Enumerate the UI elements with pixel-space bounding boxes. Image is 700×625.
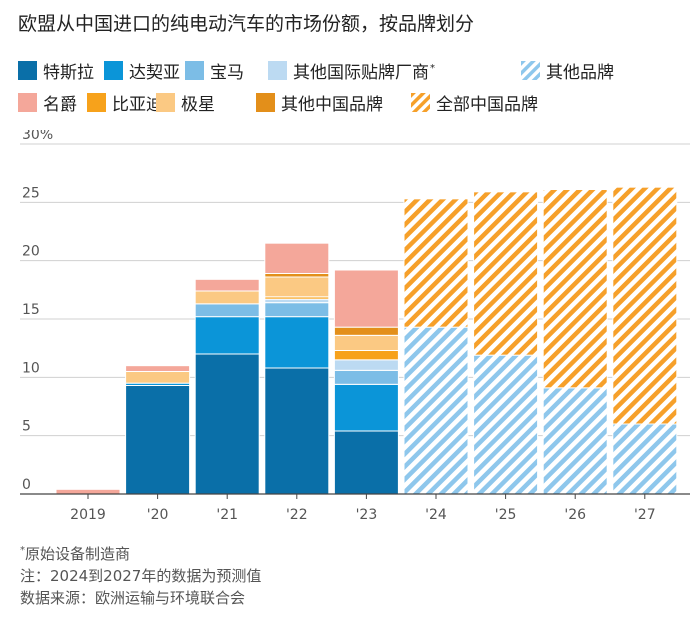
bar-segment-tesla <box>125 385 191 495</box>
legend-swatch-other-intl <box>268 61 287 80</box>
x-tick-label: '23 <box>356 507 378 523</box>
legend-label-saic: 达契亚 <box>129 63 180 83</box>
y-tick-label: 0 <box>22 477 31 493</box>
legend-swatch-polestar <box>156 93 175 112</box>
x-tick-label: '21 <box>216 507 238 523</box>
legend-swatch-other-brands <box>521 61 540 80</box>
bar-segment-other_intl <box>333 359 399 371</box>
bar-segment-tesla <box>194 353 260 495</box>
chart-notes: *原始设备制造商 注：2024到2027年的数据为预测值 数据来源：欧洲运输与环… <box>20 540 261 609</box>
y-tick-label: 25 <box>22 185 40 201</box>
bar-segment-all_cn <box>612 186 678 425</box>
x-tick-label: 2019 <box>70 507 106 523</box>
legend-item-other-cn: 其他中国品牌 <box>256 90 383 115</box>
bar-segment-mg <box>333 269 399 328</box>
legend-label-all-cn: 全部中国品牌 <box>436 95 538 115</box>
bar-segment-polestar <box>264 276 330 298</box>
bar-segment-other_cn <box>264 273 330 278</box>
legend-item-mg: 名爵 <box>18 90 77 115</box>
bar-segment-saic <box>333 383 399 432</box>
bar-segment-all_cn <box>542 189 608 389</box>
legend-item-bmw: 宝马 <box>185 58 244 83</box>
bar-segment-mg <box>264 242 330 274</box>
legend-label-mg: 名爵 <box>43 95 77 115</box>
bar-segment-polestar <box>125 371 191 384</box>
bar-segment-byd <box>333 350 399 361</box>
footnote-mark: * <box>20 545 25 556</box>
legend-footnote-mark: * <box>430 63 435 74</box>
x-tick-label: '22 <box>286 507 308 523</box>
y-tick-label: 5 <box>22 419 31 435</box>
x-tick-label: '20 <box>147 507 169 523</box>
data-source: 数据来源：欧洲运输与环境联合会 <box>20 589 246 607</box>
bar-segment-bmw <box>194 303 260 318</box>
legend-item-other-intl: 其他国际贴牌厂商 * <box>268 58 435 83</box>
axis-layer: 0 5 10 15 20 25 30% 2019 '20 '21 '22 '23 '24 '25 '26 '2… <box>20 130 690 523</box>
legend-swatch-tesla <box>18 61 37 80</box>
bar-segment-other_brands <box>542 387 608 495</box>
legend-item-saic: 达契亚 <box>104 58 180 83</box>
bar-segment-tesla <box>333 430 399 495</box>
y-tick-label: 20 <box>22 244 40 260</box>
bar-segment-other_brands <box>403 326 469 495</box>
legend-item-byd: 比亚迪 <box>87 90 163 115</box>
bar-segment-tesla <box>264 367 330 495</box>
bar-segment-bmw <box>264 302 330 318</box>
x-tick-label: '26 <box>564 507 586 523</box>
bar-segment-all_cn <box>473 191 539 356</box>
legend-label-polestar: 极星 <box>181 95 215 115</box>
legend-label-byd: 比亚迪 <box>112 95 163 115</box>
legend-label-bmw: 宝马 <box>210 63 244 83</box>
bar-segment-saic <box>264 316 330 369</box>
bar-segment-other_cn <box>333 326 399 336</box>
bar-segment-other_intl <box>264 298 330 304</box>
bar-segment-mg <box>125 365 191 373</box>
bar-segment-mg <box>194 278 260 292</box>
bar-segment-saic <box>194 316 260 355</box>
footnote-oem: *原始设备制造商 <box>20 540 261 565</box>
bar-segment-polestar <box>333 334 399 351</box>
bar-segment-other_brands <box>473 354 539 495</box>
legend-item-all-cn: 全部中国品牌 <box>411 90 538 115</box>
legend-label-other-cn: 其他中国品牌 <box>281 95 383 115</box>
chart-title: 欧盟从中国进口的纯电动汽车的市场份额，按品牌划分 <box>18 13 475 35</box>
legend-swatch-other-cn <box>256 93 275 112</box>
legend-item-other-brands: 其他品牌 <box>521 58 614 83</box>
legend-item-polestar: 极星 <box>156 90 215 115</box>
footnote-text: 原始设备制造商 <box>25 545 131 563</box>
bar-segment-bmw <box>333 369 399 385</box>
legend-swatch-mg <box>18 93 37 112</box>
legend-item-tesla: 特斯拉 <box>18 58 94 83</box>
legend-swatch-bmw <box>185 61 204 80</box>
bar-segment-other_brands <box>612 423 678 495</box>
legend-label-tesla: 特斯拉 <box>43 63 94 83</box>
y-tick-label: 15 <box>22 302 40 318</box>
legend-swatch-saic <box>104 61 123 80</box>
y-tick-label: 30% <box>22 130 53 143</box>
x-tick-label: '24 <box>425 507 447 523</box>
bar-segment-polestar <box>194 290 260 305</box>
legend-swatch-all-cn <box>411 93 430 112</box>
forecast-note: 注：2024到2027年的数据为预测值 <box>20 567 262 585</box>
bar-segment-mg <box>55 488 121 495</box>
bar-segment-all_cn <box>403 198 469 328</box>
x-tick-label: '27 <box>634 507 656 523</box>
bars-layer <box>55 186 678 495</box>
legend-swatch-byd <box>87 93 106 112</box>
legend-label-other-brands: 其他品牌 <box>546 63 614 83</box>
stacked-bar-chart: 0 5 10 15 20 25 30% 2019 '20 '21 '22 '23 '24 '25 '26 '2… <box>20 130 690 523</box>
y-tick-label: 10 <box>22 360 40 376</box>
x-tick-label: '25 <box>495 507 517 523</box>
legend-label-other-intl: 其他国际贴牌厂商 <box>293 63 429 83</box>
